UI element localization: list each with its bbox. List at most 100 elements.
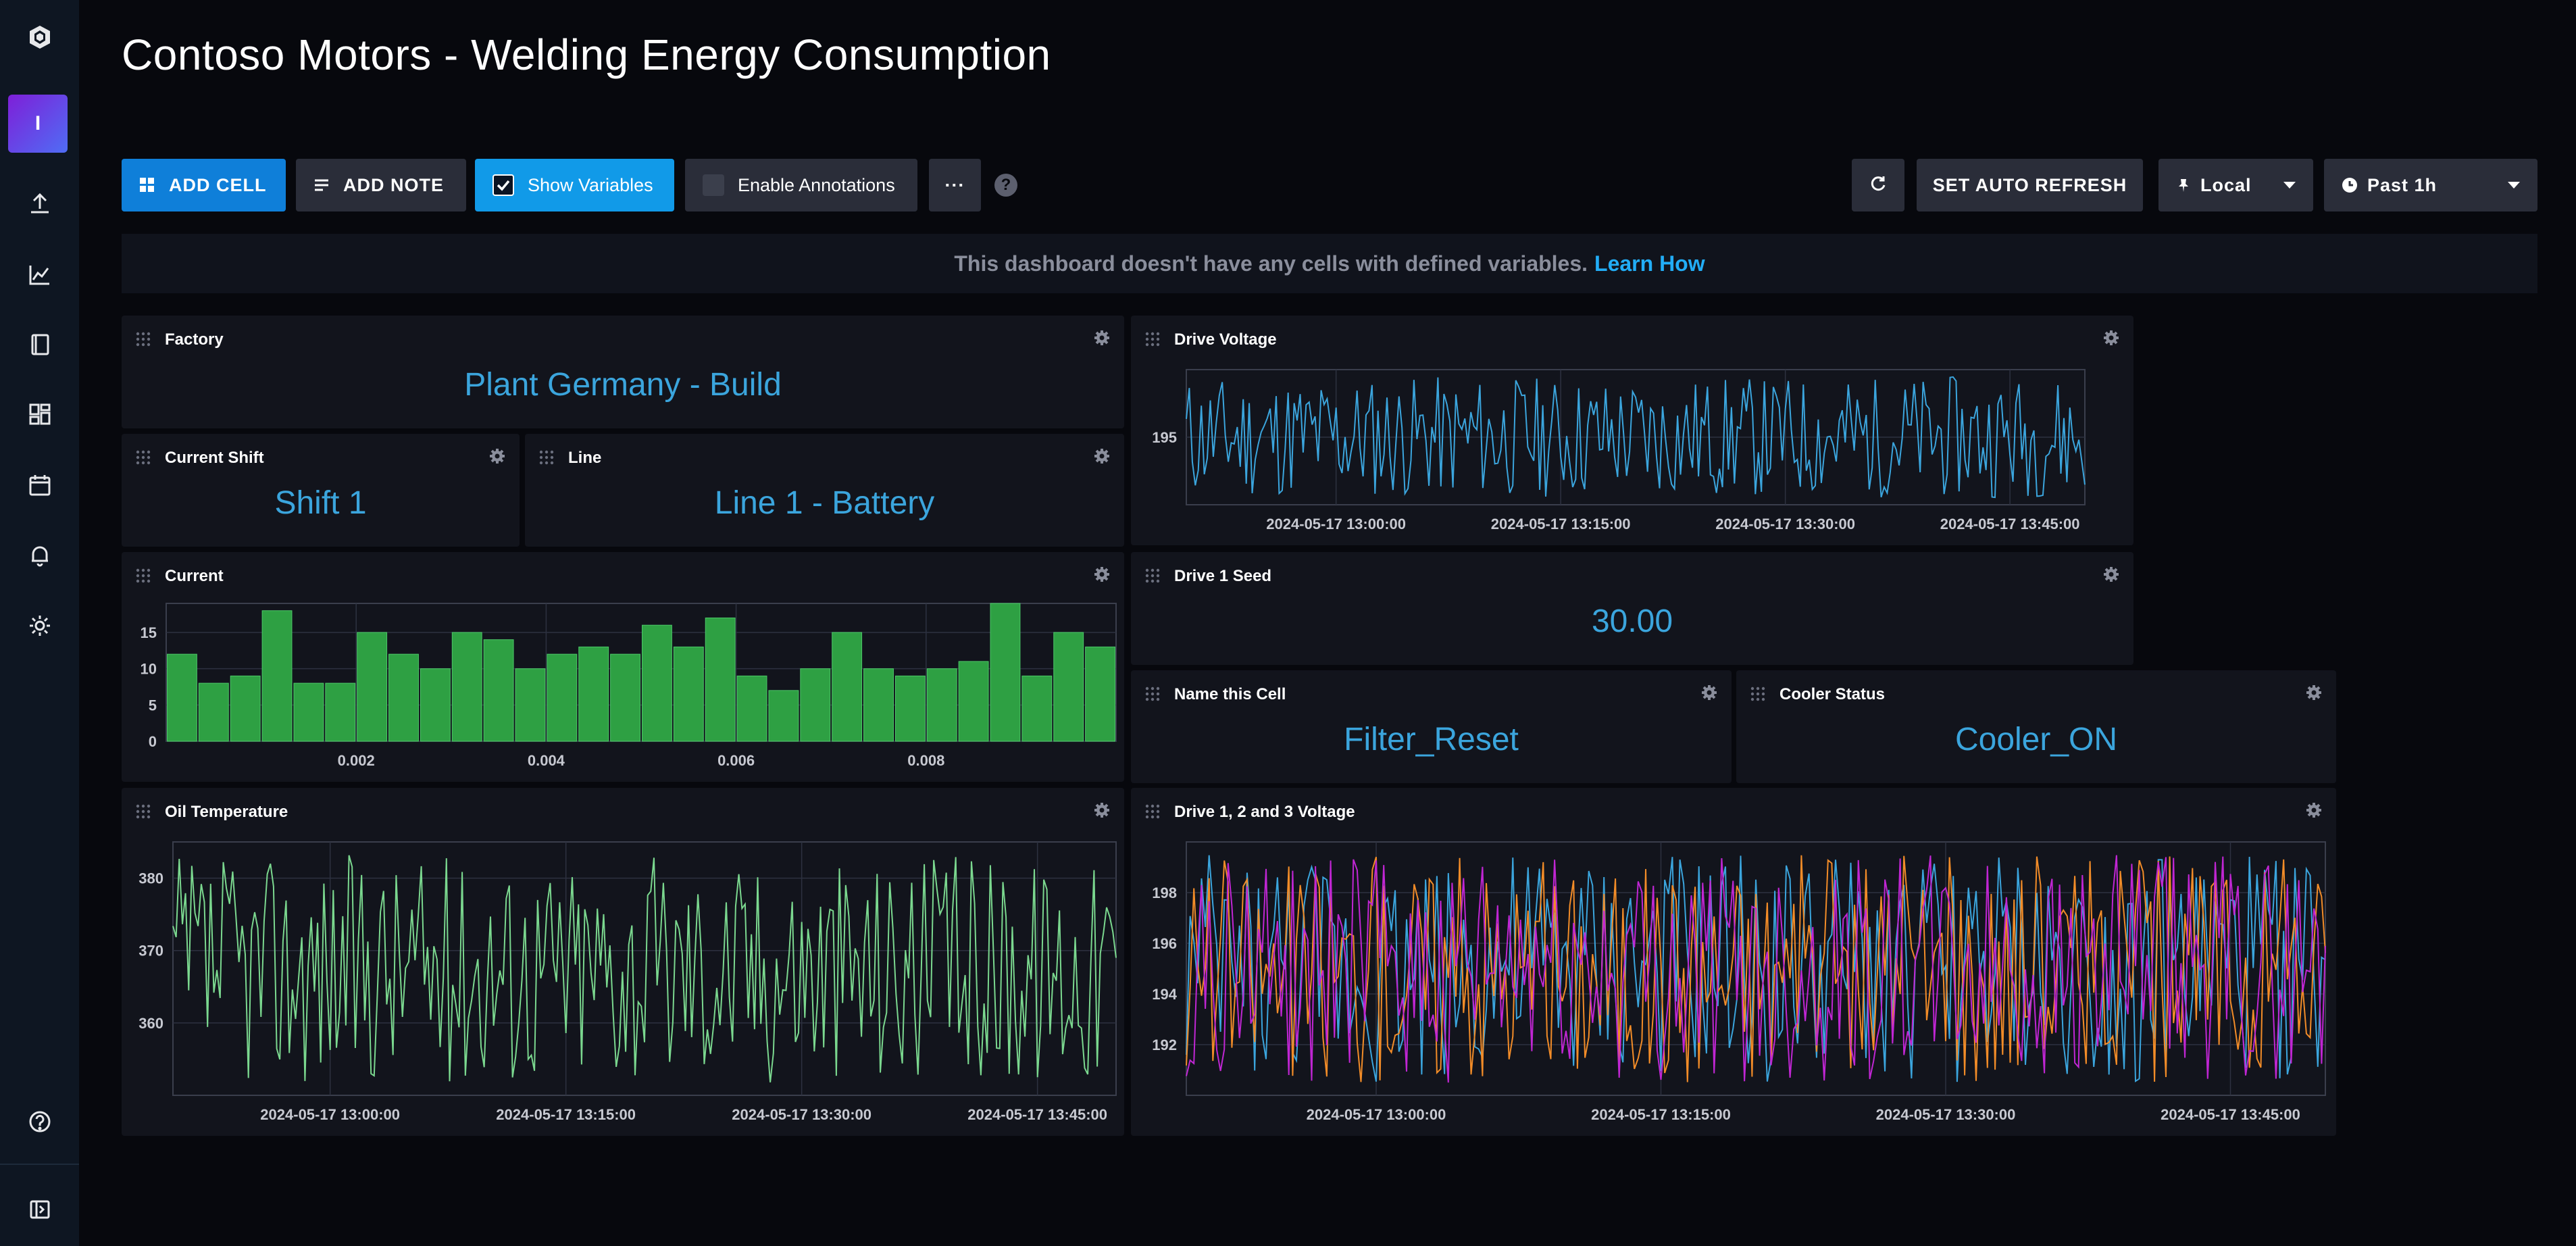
learn-how-link[interactable]: Learn How xyxy=(1594,251,1705,276)
gear-icon[interactable] xyxy=(1093,801,1111,819)
y-tick-label: 10 xyxy=(141,661,157,678)
drag-handle-icon[interactable] xyxy=(1144,687,1161,701)
gear-icon[interactable] xyxy=(1093,329,1111,347)
bar xyxy=(894,675,926,742)
y-tick-label: 196 xyxy=(1152,935,1177,952)
drag-handle-icon[interactable] xyxy=(1144,804,1161,819)
timezone-dropdown[interactable]: Local xyxy=(2158,159,2313,211)
current-bar-chart: 0 5 10 15 0.002 0.004 0.006 0.008 xyxy=(141,603,1117,769)
bar xyxy=(610,653,641,742)
gear-icon[interactable] xyxy=(488,447,506,465)
gear-icon[interactable] xyxy=(2305,801,2323,819)
single-stat-value: 30.00 xyxy=(1591,603,1673,639)
gear-icon[interactable] xyxy=(1093,447,1111,465)
gear-icon[interactable] xyxy=(1700,684,1718,701)
bar xyxy=(293,682,324,742)
cell-title: Drive 1 Seed xyxy=(1174,567,1272,585)
time-range-dropdown[interactable]: Past 1h xyxy=(2324,159,2537,211)
show-variables-toggle[interactable]: Show Variables xyxy=(475,159,674,211)
gear-icon[interactable] xyxy=(1093,566,1111,583)
refresh-button[interactable] xyxy=(1852,159,1904,211)
add-cell-button[interactable]: ADD CELL xyxy=(122,159,286,211)
bar xyxy=(261,610,293,742)
bar xyxy=(420,668,451,742)
series-line xyxy=(1186,855,2326,1082)
text-lines-icon xyxy=(313,177,330,193)
cell-title: Current xyxy=(165,567,224,585)
bell-icon[interactable] xyxy=(0,525,79,586)
user-avatar[interactable]: I xyxy=(8,95,68,153)
series-line xyxy=(172,855,1117,1082)
collapse-icon[interactable] xyxy=(0,1179,79,1240)
bar xyxy=(578,646,609,742)
gear-icon[interactable] xyxy=(2102,329,2120,347)
bar xyxy=(1085,646,1115,742)
auto-refresh-label: SET AUTO REFRESH xyxy=(1932,174,2127,195)
bar xyxy=(547,653,578,742)
y-tick-label: 195 xyxy=(1152,429,1177,446)
bar xyxy=(990,603,1021,742)
bar xyxy=(388,653,419,742)
y-tick-label: 194 xyxy=(1152,986,1177,1003)
upload-icon[interactable] xyxy=(0,173,79,234)
x-tick-label: 2024-05-17 13:00:00 xyxy=(260,1106,400,1123)
bar xyxy=(1021,675,1053,742)
drag-handle-icon[interactable] xyxy=(1750,687,1766,701)
bar xyxy=(357,632,388,742)
y-tick-label: 198 xyxy=(1152,884,1177,901)
enable-annotations-toggle[interactable]: Enable Annotations xyxy=(685,159,917,211)
add-note-button[interactable]: ADD NOTE xyxy=(296,159,466,211)
drag-handle-icon[interactable] xyxy=(135,450,151,465)
bar xyxy=(926,668,957,742)
single-stat-value: Cooler_ON xyxy=(1954,722,2118,757)
clock-icon xyxy=(2342,177,2358,193)
gear-icon[interactable] xyxy=(0,595,79,656)
cell-current: Current 0 5 10 15 0.002 0.004 0.006 0.008 xyxy=(122,552,1124,782)
x-tick-label: 2024-05-17 13:15:00 xyxy=(1591,1106,1731,1123)
logo-icon[interactable] xyxy=(0,7,79,68)
sidebar-divider xyxy=(0,1164,79,1165)
x-tick-label: 0.008 xyxy=(907,752,944,769)
help-icon[interactable] xyxy=(0,1091,79,1152)
drag-handle-icon[interactable] xyxy=(538,450,555,465)
bar xyxy=(958,661,989,742)
y-tick-label: 360 xyxy=(138,1015,163,1032)
single-stat-value: Plant Germany - Build xyxy=(464,367,782,403)
question-icon[interactable]: ? xyxy=(994,174,1017,197)
bar xyxy=(451,632,482,742)
bar xyxy=(863,668,894,742)
drag-handle-icon[interactable] xyxy=(135,804,151,819)
sidebar: I xyxy=(0,0,79,1246)
bar xyxy=(167,653,197,742)
x-tick-label: 2024-05-17 13:15:00 xyxy=(496,1106,636,1123)
drive-voltage-line-chart: 195 2024-05-17 13:00:00 2024-05-17 13:15:0… xyxy=(1152,369,2086,532)
drag-handle-icon[interactable] xyxy=(135,332,151,347)
more-options-button[interactable]: ··· xyxy=(929,159,981,211)
cell-cooler-status: Cooler Status Cooler_ON xyxy=(1736,670,2336,783)
cell-title: Current Shift xyxy=(165,449,264,467)
bar xyxy=(198,682,229,742)
cell-drive-voltage: Drive Voltage 195 2024-05-17 13:00:00 2024… xyxy=(1131,316,2133,545)
calendar-icon[interactable] xyxy=(0,455,79,516)
graph-icon[interactable] xyxy=(0,245,79,305)
plot-frame xyxy=(172,841,1117,1096)
checkbox-unchecked-icon xyxy=(703,174,724,196)
drag-handle-icon[interactable] xyxy=(1144,332,1161,347)
gear-icon[interactable] xyxy=(2102,566,2120,583)
time-range-label: Past 1h xyxy=(2367,174,2438,195)
cell-line: Line Line 1 - Battery xyxy=(525,434,1124,547)
single-stat-value: Line 1 - Battery xyxy=(714,485,935,521)
auto-refresh-button[interactable]: SET AUTO REFRESH xyxy=(1917,159,2143,211)
gear-icon[interactable] xyxy=(2305,684,2323,701)
drag-handle-icon[interactable] xyxy=(135,568,151,583)
x-tick-label: 2024-05-17 13:15:00 xyxy=(1491,516,1631,532)
dashboards-icon[interactable] xyxy=(0,384,79,445)
oil-temperature-line-chart: 360 370 380 2024-05-17 13:00:00 2024-05-17 1… xyxy=(138,841,1117,1123)
bar xyxy=(230,675,261,742)
plot-frame xyxy=(1186,841,2326,1096)
notebook-icon[interactable] xyxy=(0,314,79,375)
drag-handle-icon[interactable] xyxy=(1144,568,1161,583)
x-tick-label: 2024-05-17 13:45:00 xyxy=(967,1106,1107,1123)
single-stat-value: Filter_Reset xyxy=(1344,722,1519,757)
drive-123-voltage-line-chart: 192 194 196 198 2024-05-17 13:00:00 2024-05-1… xyxy=(1152,841,2326,1123)
